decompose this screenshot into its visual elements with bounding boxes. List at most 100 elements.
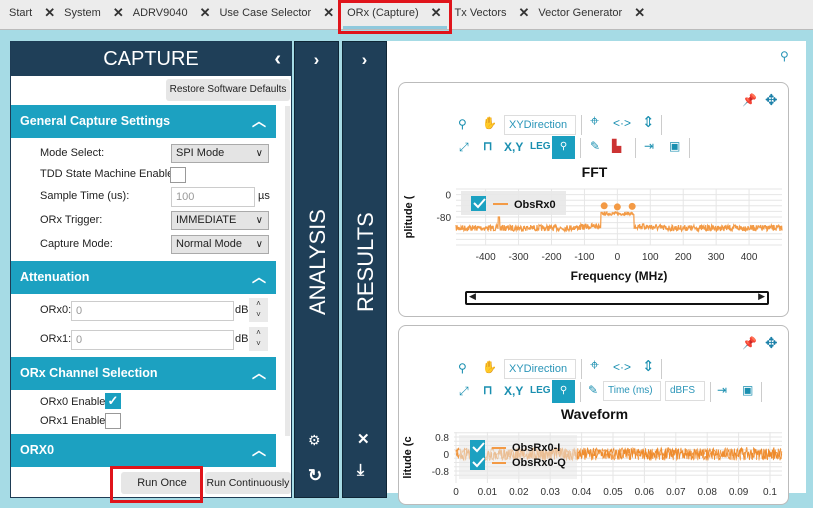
x-tick-label: 0.04 [572,487,592,498]
scrollbar[interactable] [285,106,290,436]
x-tick-label: 200 [675,252,692,263]
move-icon[interactable]: ✥ [765,335,778,352]
section-title: Attenuation [20,270,90,284]
tdd-label: TDD State Machine Enable: [40,168,177,180]
xy-toggle[interactable]: X,Y [504,140,524,154]
pencil-icon[interactable]: ✎ [590,139,601,153]
refresh-icon[interactable]: ↻ [308,466,323,485]
tab-orx-capture[interactable]: ORx (Capture) [347,7,419,19]
tab-item: Vector Generator ✕ [538,0,645,28]
amplitude-unit-dropdown[interactable]: dBFS [665,381,705,401]
xy-toggle[interactable]: X,Y [504,384,524,398]
save-icon[interactable]: ▣ [669,139,681,153]
legend-label: ObsRx0 [514,199,556,211]
waveform-title: Waveform [560,406,629,422]
time-unit-dropdown[interactable]: Time (ms) [603,381,661,401]
expand-chevron-right-icon[interactable]: › [313,50,320,69]
sample-time-input[interactable]: 100 [171,187,255,207]
tab-use-case-selector[interactable]: Use Case Selector [219,7,312,19]
orx1-enable-checkbox[interactable] [105,413,121,429]
tab-adrv9040[interactable]: ADRV9040 [132,7,188,19]
section-attenuation[interactable]: Attenuation ︿ [11,261,276,294]
orx0-enable-checkbox[interactable]: ✓ [105,393,121,409]
download-icon[interactable]: ⤓ [357,462,365,479]
tab-start[interactable]: Start [9,7,33,19]
x-tick-label: -200 [541,252,561,263]
legend-toggle[interactable]: LEG [530,141,551,152]
section-orx0[interactable]: ORX0 ︿ [11,434,276,467]
capture-mode-dropdown[interactable]: Normal Mode ∨ [171,235,269,254]
vertical-arrows-icon[interactable]: ⇕ [642,114,655,131]
crosshair-icon[interactable]: ⌖ [590,357,600,374]
xy-direction-dropdown[interactable]: XYDirection [504,115,576,135]
xy-direction-dropdown[interactable]: XYDirection [504,359,576,379]
settings-gears-icon[interactable]: ⚙ [308,432,321,448]
pin-icon[interactable]: ⚲ [780,49,789,63]
tab-item: ADRV9040 ✕ [133,0,211,28]
chart-area-icon[interactable]: ▙ [612,139,622,153]
orx1-atten-input[interactable]: 0 [71,330,234,350]
pencil-icon[interactable]: ✎ [588,383,599,397]
close-icon[interactable]: ✕ [634,5,646,20]
zoom-icon[interactable]: ⚲ [458,361,467,375]
tab-tx-vectors[interactable]: Tx Vectors [454,7,507,19]
tdd-checkbox[interactable] [170,167,186,183]
x-tick-label: 100 [642,252,659,263]
analysis-panel[interactable]: › ANALYSIS ⚙ ↻ [294,41,339,498]
restore-defaults-button[interactable]: Restore Software Defaults [166,79,290,101]
fit-to-view-icon[interactable]: ⤢ [459,384,469,398]
fft-card: 📌 ✥ ⚲ ✋ XYDirection ⌖ <·> ⇕ ⤢ ⊓ X,Y LEG … [398,82,789,317]
orx1-atten-stepper[interactable]: ˄ ˅ [249,327,268,351]
close-icon[interactable]: ✕ [430,5,442,20]
divider [581,359,582,379]
crosshair-icon[interactable]: ⌖ [590,113,600,130]
scroll-left-icon[interactable]: ◀ [469,291,476,301]
pin-icon[interactable]: 📌 [742,336,757,350]
y-tick-label: -0.8 [432,467,450,478]
legend-toggle[interactable]: LEG [530,385,551,396]
tab-vector-generator[interactable]: Vector Generator [538,7,623,19]
pan-hand-icon[interactable]: ✋ [482,116,497,130]
export-icon[interactable]: ⇥ [717,383,728,397]
baseline-icon[interactable]: ⊓ [483,139,493,153]
run-once-button[interactable]: Run Once [121,472,203,494]
save-icon[interactable]: ▣ [742,383,754,397]
orx-trigger-dropdown[interactable]: IMMEDIATE ∨ [171,211,269,230]
y-tick-label: 0 [443,450,449,461]
results-panel[interactable]: › RESULTS ✕ ⤓ [342,41,387,498]
close-icon[interactable]: ✕ [44,5,56,20]
horizontal-scrollbar[interactable]: ◀ ▶ [465,291,769,305]
orx0-atten-input[interactable]: 0 [71,301,234,321]
close-icon[interactable]: ✕ [357,431,370,448]
export-icon[interactable]: ⇥ [644,139,655,153]
close-icon[interactable]: ✕ [112,5,124,20]
vertical-arrows-icon[interactable]: ⇕ [642,358,655,375]
divider [635,138,636,158]
baseline-icon[interactable]: ⊓ [483,383,493,397]
mode-select-dropdown[interactable]: SPI Mode ∨ [171,144,269,163]
pin-icon[interactable]: 📌 [742,93,757,107]
close-icon[interactable]: ✕ [199,5,211,20]
run-continuously-button[interactable]: Run Continuously [205,472,291,494]
horizontal-arrows-icon[interactable]: <·> [613,116,632,130]
zoom-mode-icon[interactable]: ⚲ [552,380,575,403]
orx0-atten-stepper[interactable]: ˄ ˅ [249,298,268,322]
zoom-icon[interactable]: ⚲ [458,117,467,131]
close-icon[interactable]: ✕ [518,5,530,20]
pan-hand-icon[interactable]: ✋ [482,360,497,374]
fit-to-view-icon[interactable]: ⤢ [459,140,469,154]
expand-chevron-right-icon[interactable]: › [361,50,368,69]
waveform-chart[interactable]: 0 0.01 0.02 0.03 0.04 0.05 0.06 0.07 0.08 0.09 0.1… [399,326,789,505]
section-general-capture-settings[interactable]: General Capture Settings ︿ [11,105,276,138]
x-tick-label: 0.05 [603,487,623,498]
section-orx-channel-selection[interactable]: ORx Channel Selection ︿ [11,357,276,390]
horizontal-arrows-icon[interactable]: <·> [613,360,632,374]
move-icon[interactable]: ✥ [765,92,778,109]
scroll-right-icon[interactable]: ▶ [758,291,765,301]
tab-item: Start ✕ [9,0,55,28]
collapse-chevron-left-icon[interactable]: ‹ [274,48,281,70]
fft-chart[interactable]: -400 -300 -200 -100 0 100 200 300 400 0 -80 plitude… [399,83,789,317]
close-icon[interactable]: ✕ [323,5,335,20]
zoom-mode-icon[interactable]: ⚲ [552,136,575,159]
tab-system[interactable]: System [64,7,101,19]
